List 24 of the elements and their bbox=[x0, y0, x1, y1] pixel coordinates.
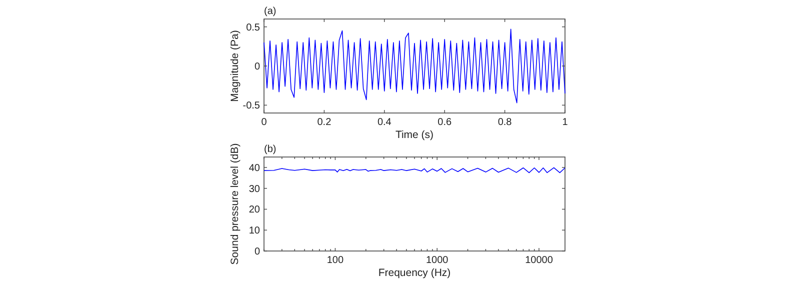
x-tick-label: 1 bbox=[562, 117, 568, 128]
chart-title: (b) bbox=[264, 144, 276, 155]
x-axis-title: Frequency (Hz) bbox=[378, 267, 451, 279]
x-tick-label: 0.2 bbox=[317, 117, 332, 128]
x-tick-label: 0.4 bbox=[377, 117, 392, 128]
y-tick-label: 30 bbox=[248, 184, 260, 195]
y-tick-label: 40 bbox=[248, 162, 260, 174]
y-tick-label: -0.5 bbox=[242, 100, 260, 112]
x-tick-label: 0.6 bbox=[438, 117, 452, 128]
x-tick-label: 10000 bbox=[525, 255, 554, 266]
line-series bbox=[264, 28, 566, 104]
x-tick-label: 1000 bbox=[426, 255, 449, 266]
y-axis-title: Magnitude (Pa) bbox=[229, 30, 241, 102]
x-tick-label: 0 bbox=[261, 117, 268, 128]
y-tick-label: 0 bbox=[254, 246, 260, 258]
y-axis-title: Sound pressure level (dB) bbox=[229, 143, 241, 265]
x-axis-title: Time (s) bbox=[395, 129, 434, 141]
y-tick-label: 0 bbox=[254, 62, 260, 72]
x-tick-label: 100 bbox=[326, 255, 344, 266]
y-tick-label: 20 bbox=[248, 204, 260, 216]
y-tick-label: 0.5 bbox=[246, 22, 260, 34]
x-tick-label: 0.8 bbox=[498, 117, 512, 128]
chart-title: (a) bbox=[264, 6, 276, 17]
y-tick-label: 10 bbox=[248, 226, 260, 237]
